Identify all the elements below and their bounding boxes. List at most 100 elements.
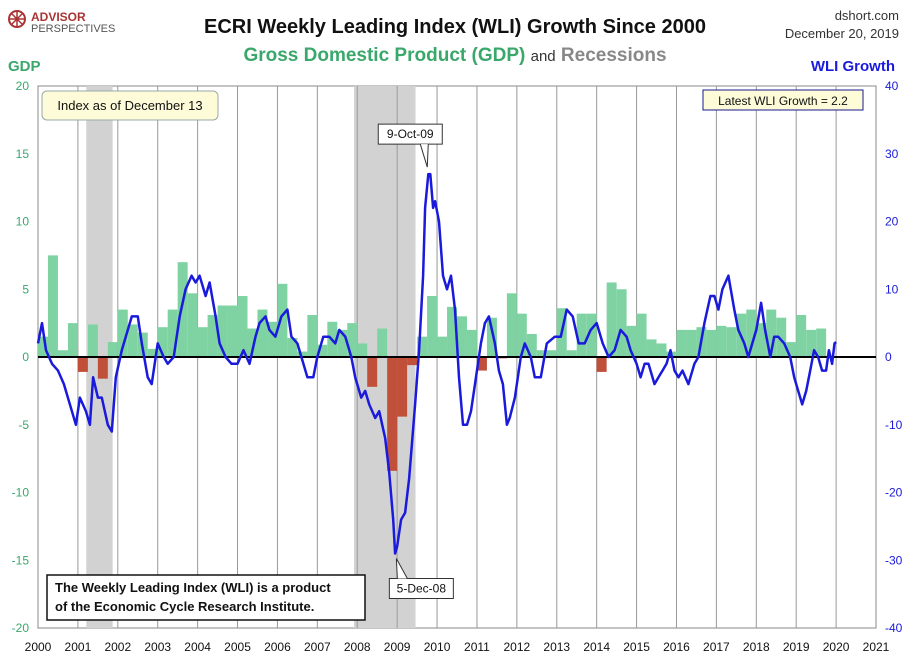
source-label: dshort.com <box>835 8 899 23</box>
gdp-bar <box>506 293 517 357</box>
left-tick-label: 5 <box>22 282 29 296</box>
gdp-bar <box>526 333 537 357</box>
grid-lines <box>77 86 837 628</box>
gdp-bar <box>546 350 557 357</box>
right-tick-label: 30 <box>885 147 899 161</box>
callout-label: 9-Oct-09 <box>387 127 434 141</box>
gdp-bar <box>407 357 418 366</box>
gdp-bar <box>97 357 108 379</box>
gdp-bar <box>377 328 388 357</box>
gdp-bar <box>486 317 497 357</box>
footnote-line1: The Weekly Leading Index (WLI) is a prod… <box>55 580 331 595</box>
gdp-bar <box>457 316 467 357</box>
logo-line2: PERSPECTIVES <box>31 23 115 35</box>
gdp-bar <box>586 313 597 357</box>
gdp-bar <box>596 357 607 372</box>
gdp-bar <box>217 305 228 357</box>
x-tick-label: 2002 <box>104 640 131 654</box>
left-tick-label: -20 <box>12 621 30 635</box>
callout-box <box>388 577 454 599</box>
wli-growth-line <box>36 172 837 555</box>
x-tick-label: 2000 <box>25 640 52 654</box>
callout-box <box>377 123 443 145</box>
gdp-bar <box>67 323 78 357</box>
left-tick-label: 0 <box>22 350 29 364</box>
x-tick-label: 2019 <box>783 640 810 654</box>
gdp-bar <box>576 313 587 357</box>
right-tick-label: -40 <box>885 621 903 635</box>
gdp-bar <box>117 309 128 357</box>
gdp-bar <box>387 357 398 471</box>
x-tick-label: 2008 <box>344 640 371 654</box>
x-tick-label: 2009 <box>384 640 411 654</box>
left-tick-label: 15 <box>16 147 30 161</box>
chart-subtitle: Gross Domestic Product (GDP) and Recessi… <box>243 45 666 66</box>
x-tick-label: 2013 <box>543 640 570 654</box>
gdp-bar <box>776 317 787 357</box>
gdp-bar <box>756 323 767 357</box>
gdp-bar <box>147 348 158 357</box>
gdp-bar <box>806 329 817 357</box>
x-tick-label: 2006 <box>264 640 291 654</box>
footnote-line2: of the Economic Cycle Research Institute… <box>55 599 314 614</box>
gdp-bar <box>706 329 717 357</box>
gdp-bar <box>646 339 657 357</box>
gdp-bar <box>367 357 378 387</box>
gdp-bar <box>187 293 198 357</box>
latest-wli-box: Latest WLI Growth = 2.2 <box>702 89 864 111</box>
right-tick-label: -20 <box>885 486 903 500</box>
gdp-bar <box>746 309 757 357</box>
left-tick-label: 10 <box>16 215 30 229</box>
x-tick-label: 2014 <box>583 640 610 654</box>
x-tick-label: 2003 <box>144 640 171 654</box>
logo: ADVISOR PERSPECTIVES <box>8 10 115 35</box>
left-tick-label: -10 <box>12 486 30 500</box>
x-tick-label: 2020 <box>823 640 850 654</box>
gdp-bar <box>157 327 168 357</box>
subtitle-and: and <box>531 48 556 65</box>
gdp-bar <box>626 325 637 357</box>
index-note-box: Index as of December 13 <box>41 90 219 121</box>
x-tick-label: 2017 <box>703 640 730 654</box>
right-tick-label: 40 <box>885 79 899 93</box>
gdp-bar <box>257 309 268 357</box>
x-axis-ticks: 2000 2001 2002 2003 2004 2005 2006 2007 2008 2009… <box>25 640 890 654</box>
subtitle-recessions: Recessions <box>561 45 667 66</box>
x-tick-label: 2001 <box>65 640 92 654</box>
callout-pointer <box>419 143 429 168</box>
x-tick-label: 2007 <box>304 640 331 654</box>
gdp-bar <box>516 313 527 357</box>
date-label: December 20, 2019 <box>785 26 899 41</box>
gdp-bar <box>38 336 48 357</box>
subtitle-gdp: Gross Domestic Product (GDP) <box>243 45 525 66</box>
x-tick-label: 2015 <box>623 640 650 654</box>
left-tick-label: -5 <box>18 418 29 432</box>
gdp-bar <box>417 336 428 357</box>
gdp-bar <box>227 305 238 357</box>
gdp-bar <box>437 336 448 357</box>
gdp-bar <box>447 306 457 357</box>
gdp-bar <box>397 357 408 417</box>
gdp-bar <box>317 344 328 357</box>
gdp-bar <box>107 342 118 357</box>
x-tick-label: 2021 <box>863 640 890 654</box>
gdp-bar <box>606 282 617 357</box>
gdp-bar <box>766 309 777 357</box>
x-tick-label: 2016 <box>663 640 690 654</box>
gdp-bar <box>476 357 487 371</box>
gdp-bar <box>786 342 797 357</box>
chart-title: ECRI Weekly Leading Index (WLI) Growth S… <box>204 16 706 38</box>
logo-line1: ADVISOR <box>31 10 86 24</box>
gdp-bar <box>167 309 178 357</box>
gdp-bar <box>287 338 298 357</box>
x-tick-label: 2004 <box>184 640 211 654</box>
gdp-bar <box>297 351 308 357</box>
gdp-bar <box>726 327 737 357</box>
left-tick-label: 20 <box>16 79 30 93</box>
callout-pointer <box>395 558 408 579</box>
gdp-bar <box>427 296 438 357</box>
gdp-bar <box>676 329 687 357</box>
gdp-bar <box>197 327 208 357</box>
left-axis-title: GDP <box>8 58 41 75</box>
